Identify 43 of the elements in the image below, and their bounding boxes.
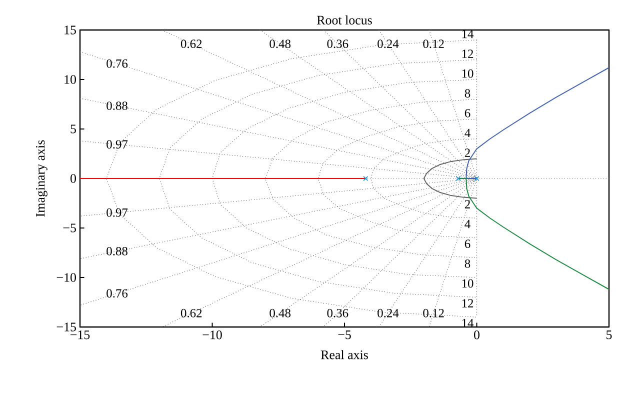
annotation: 12 — [462, 299, 474, 308]
annotation: 0.76 — [106, 59, 128, 68]
annotation: 14 — [462, 30, 474, 38]
y-tick-label: 0 — [70, 174, 76, 183]
chart-title: Root locus — [316, 15, 372, 24]
y-tick-label: −10 — [56, 273, 76, 282]
annotation: 8 — [464, 259, 470, 268]
x-tick-label: 5 — [606, 330, 612, 340]
annotation: 0.12 — [423, 308, 444, 318]
annotation: 0.62 — [180, 40, 202, 48]
annotation: 0.76 — [106, 289, 128, 298]
annotation: 0.97 — [106, 140, 128, 149]
annotation: 0.24 — [378, 308, 399, 318]
annotation: 0.24 — [378, 40, 399, 48]
annotation: 0.36 — [327, 308, 348, 318]
annotation: 10 — [462, 279, 474, 288]
annotation: 0.88 — [106, 102, 128, 110]
annotation: 0.62 — [180, 308, 202, 318]
annotation: 2 — [464, 200, 470, 208]
y-tick-label: 5 — [70, 124, 76, 134]
annotation: 0.88 — [106, 246, 128, 256]
annotation: 6 — [464, 240, 470, 248]
x-tick-label: −10 — [202, 330, 222, 340]
annotation: 4 — [464, 128, 470, 138]
x-tick-label: 0 — [474, 330, 480, 340]
annotation: 0.48 — [270, 40, 291, 48]
y-axis-title: Imaginary axis — [36, 140, 48, 217]
x-axis-title: Real axis — [320, 350, 368, 360]
annotation: 4 — [464, 220, 470, 228]
annotation: 0.48 — [270, 308, 291, 318]
annotation: 2 — [464, 148, 470, 157]
annotation: 6 — [464, 108, 470, 118]
annotation: 0.36 — [327, 40, 348, 48]
x-tick-label: −5 — [338, 330, 351, 340]
annotation: 0.97 — [106, 208, 128, 217]
annotation: 8 — [464, 89, 470, 98]
y-tick-label: −5 — [63, 224, 76, 232]
y-tick-label: −15 — [56, 322, 76, 332]
annotation: 12 — [462, 50, 474, 58]
annotation: 0.12 — [423, 40, 444, 48]
annotation: 10 — [462, 69, 474, 78]
y-tick-label: 10 — [64, 75, 76, 84]
y-tick-label: 15 — [64, 26, 76, 34]
